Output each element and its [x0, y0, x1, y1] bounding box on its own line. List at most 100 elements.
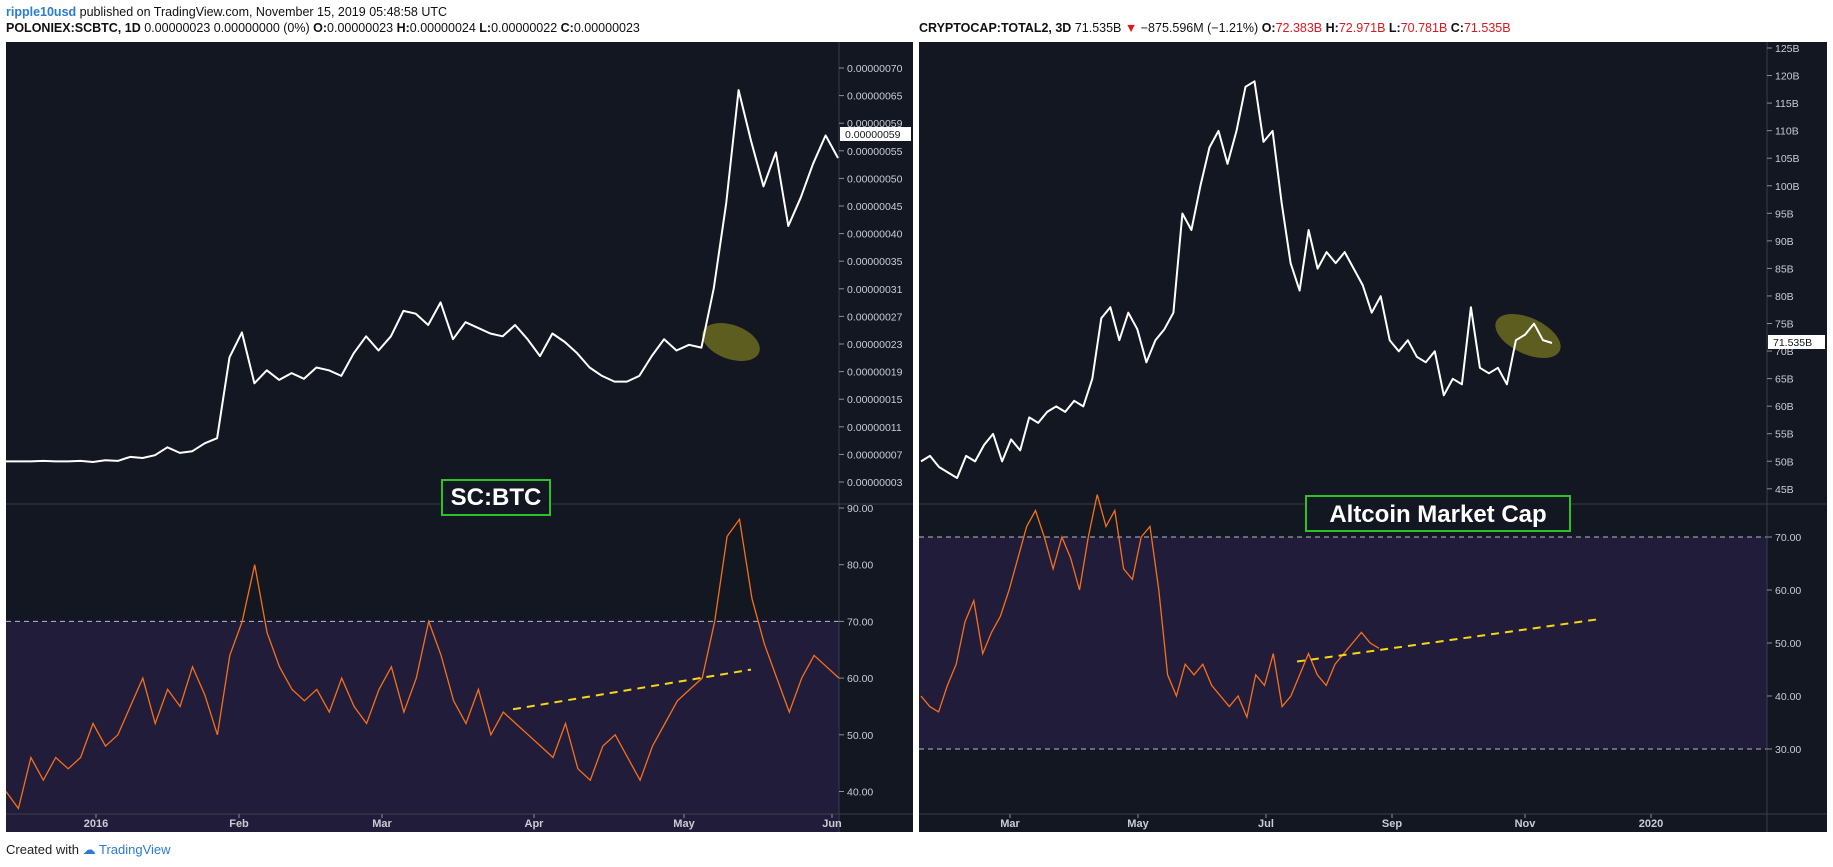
R-y-tick-label: 70B	[1775, 346, 1794, 358]
R-y-tick-label: 125B	[1775, 43, 1800, 55]
L-y-tick-label: 0.00000003	[847, 477, 903, 489]
L-y-tick-label: 0.00000019	[847, 367, 903, 379]
tradingview-link[interactable]: TradingView	[99, 842, 171, 857]
L-price-line	[6, 89, 839, 463]
L-x-tick-label: Feb	[229, 818, 249, 830]
right-last: 71.535B	[1074, 21, 1122, 35]
L-y-tick-label: 0.00000035	[847, 256, 903, 268]
right-price-layer	[920, 80, 1561, 479]
right-label-box	[1305, 495, 1571, 532]
right-symbol-line: CRYPTOCAP:TOTAL2, 3D 71.535B ▼ −875.596M…	[919, 21, 1511, 35]
L-y-tick-label: 0.00000050	[847, 173, 903, 185]
R-y-tick-label: 100B	[1775, 181, 1800, 193]
left-chart-svg[interactable]: 0.00000070 0.00000065 0.00000059 0.00000055…	[5, 42, 913, 855]
L-x-tick-label: May	[673, 818, 695, 830]
R-x-tick-label: Nov	[1515, 818, 1537, 830]
left-annotations: SC:BTC	[441, 479, 551, 516]
R-y-tick-label: 110B	[1775, 126, 1799, 138]
R-y-tick-label: 75B	[1775, 319, 1794, 331]
R-rsi-tick-label: 50.00	[1775, 638, 1801, 650]
left-price-layer	[6, 89, 839, 463]
R-rsi-line	[920, 494, 1380, 720]
L-rsi-tick-label: 80.00	[847, 560, 873, 572]
right-annotations: Altcoin Market Cap	[1305, 495, 1571, 532]
left-symbol[interactable]: POLONIEX:SCBTC, 1D	[6, 21, 141, 35]
right-label-text: Altcoin Market Cap	[1329, 501, 1546, 528]
R-y-tick-label: 45B	[1775, 484, 1794, 496]
left-chart-panel[interactable]: 0.00000070 0.00000065 0.00000059 0.00000055…	[5, 42, 913, 855]
L-y-tick-label: 0.00000027	[847, 311, 903, 323]
R-rsi-trendline	[1296, 618, 1600, 663]
L-rsi-line	[5, 517, 840, 811]
L-last-price-label: 0.00000059	[845, 129, 901, 141]
L-y-tick-label: 0.00000011	[847, 422, 902, 434]
right-l-value: 70.781B	[1400, 21, 1448, 35]
L-last-price-box	[840, 127, 911, 141]
right-chart-panel[interactable]: 125B 120B 115B 110B 105B 100B 95B 90B 85B 80B 75B 7…	[919, 42, 1827, 832]
right-o-label: O:	[1261, 21, 1276, 35]
left-change: 0.00000023 0.00000000 (0%)	[144, 21, 310, 35]
published-text: published on TradingView.com, November 1…	[79, 5, 448, 19]
left-y-axis[interactable]: 0.00000070 0.00000065 0.00000059 0.00000055…	[839, 63, 911, 489]
R-rsi-tick-label: 70.00	[1775, 532, 1801, 544]
L-rsi-tick-label: 70.00	[847, 616, 873, 628]
L-rsi-tick-label: 60.00	[847, 673, 873, 685]
R-highlight-ellipse	[1495, 313, 1561, 359]
R-y-tick-label: 80B	[1775, 291, 1794, 303]
left-label-box	[441, 479, 551, 516]
right-y-axis[interactable]: 125B 120B 115B 110B 105B 100B 95B 90B 85B 80B 75B 7…	[1767, 43, 1825, 496]
R-y-tick-label: 50B	[1775, 456, 1794, 468]
left-h-label: H:	[396, 21, 410, 35]
publish-line: ripple10usd published on TradingView.com…	[6, 5, 447, 19]
left-label-text: SC:BTC	[451, 484, 542, 511]
tradingview-logo-icon: ☁	[82, 842, 96, 857]
left-o-value: 0.00000023	[327, 21, 394, 35]
R-rsi-tick-label: 60.00	[1775, 585, 1801, 597]
L-y-tick-label: 0.00000023	[847, 339, 903, 351]
L-y-tick-label: 0.00000055	[847, 146, 903, 158]
R-y-tick-label: 60B	[1775, 401, 1794, 413]
L-y-tick-label: 0.00000065	[847, 91, 903, 103]
R-rsi-band-fill	[919, 537, 1767, 749]
R-last-price-label: 71.535B	[1773, 337, 1812, 349]
L-y-tick-label: 0.00000015	[847, 394, 903, 406]
L-y-tick-label: 0.00000031	[847, 284, 903, 296]
R-rsi-tick-label: 30.00	[1775, 744, 1801, 756]
L-x-tick-label: Apr	[525, 818, 545, 830]
right-rsi-layer	[920, 494, 1600, 720]
L-highlight-ellipse	[702, 323, 760, 361]
right-l-label: L:	[1388, 21, 1401, 35]
R-y-tick-label: 65B	[1775, 374, 1794, 386]
down-arrow-icon: ▼	[1124, 21, 1138, 35]
created-with-text: Created with	[6, 842, 79, 857]
left-l-label: L:	[479, 21, 492, 35]
author-link[interactable]: ripple10usd	[6, 5, 77, 19]
right-chart-svg[interactable]: 125B 120B 115B 110B 105B 100B 95B 90B 85B 80B 75B 7…	[919, 42, 1827, 832]
L-rsi-tick-label: 50.00	[847, 730, 873, 742]
left-rsi-band	[6, 620, 839, 849]
right-rsi-y-axis[interactable]: 70.00 60.00 50.00 40.00 30.00	[1767, 532, 1801, 756]
R-x-tick-label: Jul	[1258, 818, 1274, 830]
right-x-axis[interactable]: Mar May Jul Sep Nov 2020	[1000, 814, 1663, 830]
R-y-tick-label: 90B	[1775, 236, 1794, 248]
right-h-value: 72.971B	[1338, 21, 1386, 35]
right-change: −875.596M (−1.21%)	[1140, 21, 1259, 35]
right-symbol[interactable]: CRYPTOCAP:TOTAL2, 3D	[919, 21, 1072, 35]
L-y-tick-label: 0.00000045	[847, 201, 903, 213]
L-y-tick-label: 0.00000070	[847, 63, 903, 75]
L-x-tick-label: Jun	[822, 818, 842, 830]
R-y-tick-label: 115B	[1775, 98, 1799, 110]
left-h-value: 0.00000024	[409, 21, 476, 35]
R-y-tick-label: 105B	[1775, 153, 1800, 165]
left-x-axis[interactable]: 2016 Feb Mar Apr May Jun	[84, 814, 842, 830]
left-c-value: 0.00000023	[573, 21, 640, 35]
L-rsi-tick-label: 90.00	[847, 503, 873, 515]
R-last-price-box	[1768, 335, 1825, 349]
left-l-value: 0.00000022	[491, 21, 558, 35]
R-x-tick-label: 2020	[1639, 818, 1663, 830]
R-x-tick-label: Sep	[1382, 818, 1402, 830]
R-y-tick-label: 55B	[1775, 429, 1794, 441]
L-x-tick-label: 2016	[84, 818, 108, 830]
left-symbol-line: POLONIEX:SCBTC, 1D 0.00000023 0.00000000…	[6, 21, 640, 35]
